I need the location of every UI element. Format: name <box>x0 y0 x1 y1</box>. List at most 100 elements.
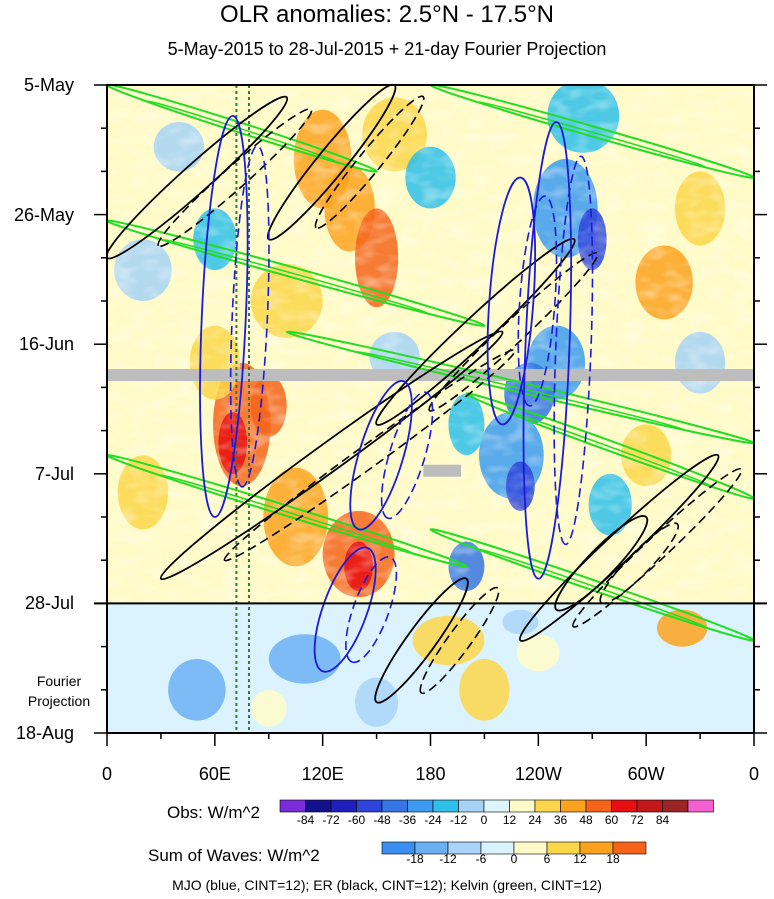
wave-legend-footnote: MJO (blue, CINT=12); ER (black, CINT=12)… <box>172 877 602 893</box>
er-contour-negative <box>419 586 500 695</box>
kelvin-contour-inner <box>478 101 707 168</box>
y-tick-label: 18-Aug <box>15 723 74 743</box>
kelvin-contour-inner <box>162 238 429 314</box>
obs-colorbar-swatch <box>483 799 510 813</box>
obs-colorbar-swatch <box>585 799 612 813</box>
obs-colorbar-tick-label: -24 <box>424 813 442 827</box>
chart-title: OLR anomalies: 2.5°N - 17.5°N <box>219 1 554 28</box>
obs-colorbar-swatch <box>305 799 332 813</box>
waves-colorbar-tick-label: -6 <box>475 852 487 866</box>
mjo-contour-negative <box>380 391 434 520</box>
x-tick-label: 0 <box>748 764 759 784</box>
anomaly-blob <box>250 689 287 727</box>
obs-colorbar-swatch <box>432 799 459 813</box>
kelvin-contour-inner <box>160 474 414 554</box>
chart-subtitle: 5-May-2015 to 28-Jul-2015 + 21-day Fouri… <box>167 39 607 59</box>
fourier-label-line1: Fourier <box>36 673 82 689</box>
noise-texture <box>107 85 754 604</box>
x-tick-label: 60W <box>627 764 665 784</box>
anomaly-blob <box>656 609 708 647</box>
obs-colorbar-swatch <box>407 799 434 813</box>
missing-data-band <box>107 369 754 382</box>
obs-colorbar-tick-label: -60 <box>347 813 366 827</box>
er-contour <box>374 577 469 704</box>
obs-colorbar-tick-label: 12 <box>502 813 517 827</box>
obs-colorbar-tick-label: 60 <box>604 813 619 827</box>
x-tick-label: 0 <box>101 764 112 784</box>
wave-contours <box>107 85 754 704</box>
obs-colorbar-swatch <box>636 799 663 813</box>
mjo-contour <box>486 176 536 426</box>
kelvin-contour-inner <box>478 548 707 628</box>
y-tick-label: 7-Jul <box>34 463 74 484</box>
mjo-contour-negative <box>517 195 558 407</box>
mjo-contour <box>522 121 572 580</box>
obs-colorbar-swatch <box>534 799 561 813</box>
er-contour-negative <box>572 467 743 628</box>
waves-colorbar-swatch <box>612 841 647 855</box>
mjo-contour <box>313 546 377 673</box>
obs-colorbar-tick-label: -36 <box>398 813 417 827</box>
waves-colorbar-tick-label: -18 <box>406 852 424 866</box>
anomaly-blob <box>412 615 485 666</box>
plot-area <box>107 85 754 733</box>
waves-colorbar-tick-label: 18 <box>606 852 620 866</box>
obs-colorbar-swatch <box>560 799 587 813</box>
y-tick-label: 28-Jul <box>24 593 74 614</box>
obs-colorbar-tick-label: 36 <box>553 813 568 827</box>
er-contour <box>518 453 720 642</box>
obs-colorbar-title: Obs: W/m^2 <box>167 803 260 822</box>
obs-colorbar-tick-label: 0 <box>480 813 488 827</box>
er-contour-negative <box>157 108 313 248</box>
mjo-contour <box>349 380 413 531</box>
waves-colorbar-tick-label: -12 <box>439 852 457 866</box>
missing-data-bands <box>107 369 754 477</box>
colorbars <box>279 799 714 855</box>
er-contour-negative <box>314 95 425 229</box>
x-tick-label: 120W <box>514 764 562 784</box>
obs-colorbar-tick-label: 48 <box>579 813 593 827</box>
reference-longitude-lines <box>235 85 250 733</box>
obs-colorbar-swatch <box>381 799 408 813</box>
y-tick-label: 16-Jun <box>18 334 74 355</box>
obs-colorbar-tick-label: -12 <box>449 813 468 827</box>
axes <box>94 84 767 746</box>
anomaly-blob <box>268 634 341 684</box>
obs-colorbar-swatch <box>356 799 383 813</box>
obs-colorbar-swatch <box>330 799 357 813</box>
obs-colorbar-tick-label: -72 <box>322 813 340 827</box>
er-contour-negative <box>223 349 516 562</box>
obs-colorbar-swatch <box>687 799 714 813</box>
anomaly-blob <box>168 658 226 721</box>
er-contour <box>159 330 504 581</box>
obs-colorbar-tick-label: -84 <box>296 813 315 827</box>
x-tick-label: 180 <box>415 764 446 784</box>
obs-colorbar-swatch <box>662 799 689 813</box>
fourier-projection-label: Fourier Projection <box>14 671 104 711</box>
anomaly-blob <box>502 609 539 635</box>
waves-colorbar-tick-label: 12 <box>573 852 587 866</box>
obs-colorbar-tick-label: -48 <box>373 813 391 827</box>
obs-colorbar-tick-label: 84 <box>655 813 670 827</box>
er-contour <box>375 237 576 426</box>
er-contour <box>554 515 649 612</box>
obs-colorbar-tick-label: 72 <box>630 813 644 827</box>
waves-colorbar-tick-label: 0 <box>510 852 518 866</box>
obs-colorbar-swatch <box>458 799 485 813</box>
anomaly-blob <box>516 634 560 672</box>
mjo-contour <box>199 114 249 518</box>
mjo-contour-negative <box>229 145 270 488</box>
missing-data-band <box>423 464 462 477</box>
mjo-contour-negative <box>553 155 594 546</box>
obs-colorbar-swatch <box>279 799 306 813</box>
waves-colorbar-tick-label: 6 <box>543 852 551 866</box>
y-tick-label: 26-May <box>13 204 74 225</box>
obs-colorbar-tick-label: 24 <box>528 813 542 827</box>
x-tick-label: 60E <box>198 764 231 784</box>
anomaly-blob <box>459 658 510 721</box>
y-tick-label: 5-May <box>23 75 74 95</box>
obs-colorbar-swatch <box>611 799 638 813</box>
obs-colorbar-swatch <box>509 799 536 813</box>
er-contour-negative <box>428 251 599 412</box>
